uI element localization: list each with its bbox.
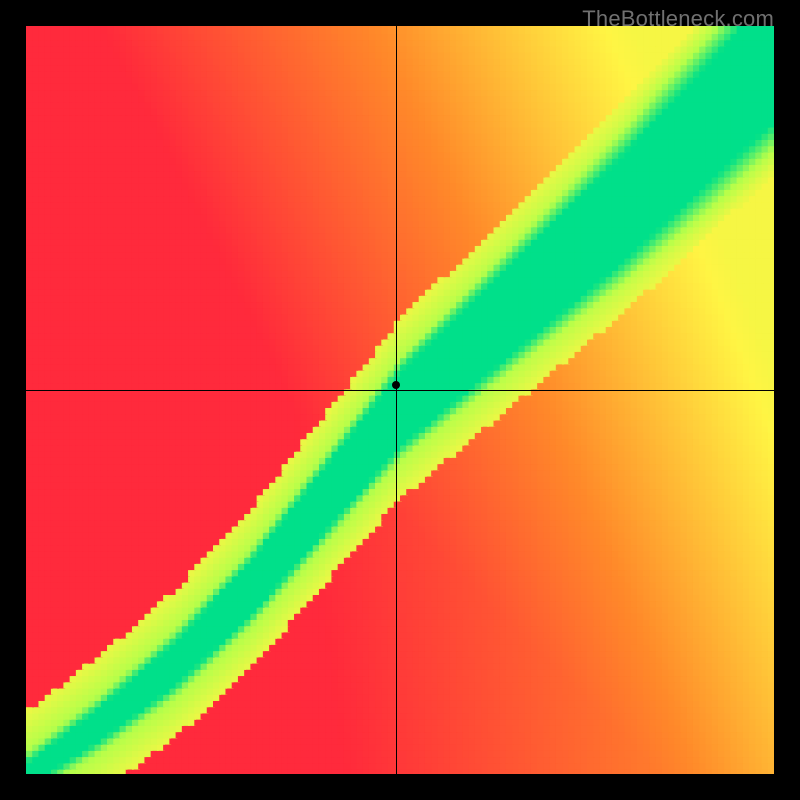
heatmap-canvas [26, 26, 774, 774]
crosshair-vertical [396, 26, 397, 774]
crosshair-horizontal [26, 390, 774, 391]
plot-area [26, 26, 774, 774]
watermark-text: TheBottleneck.com [582, 6, 774, 32]
chart-container: TheBottleneck.com [0, 0, 800, 800]
selection-marker [392, 381, 400, 389]
